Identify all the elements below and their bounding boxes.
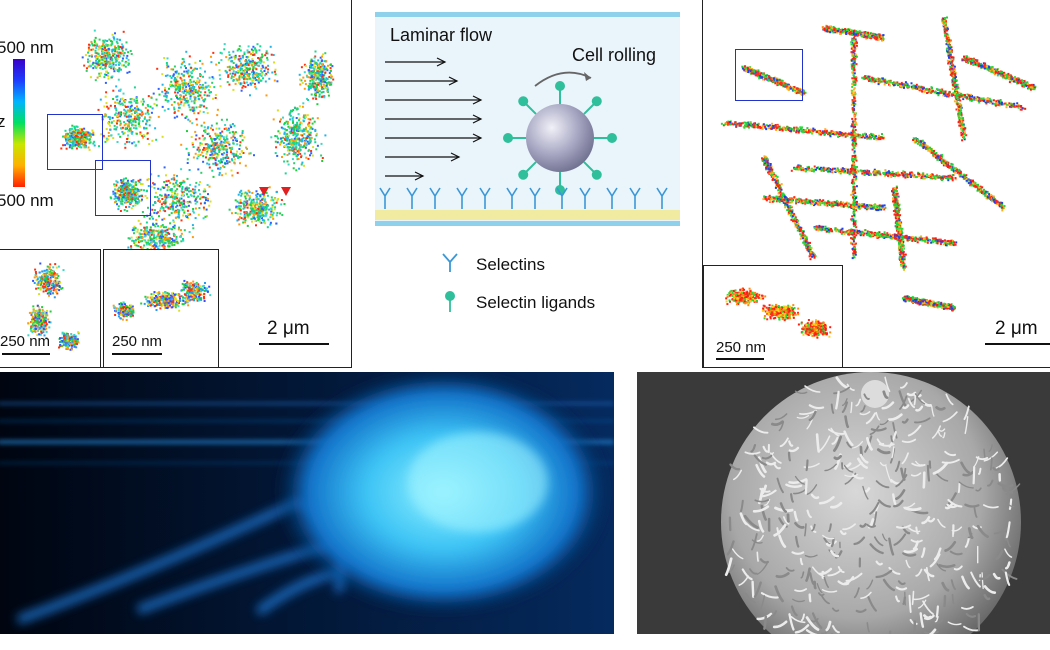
legend-selectins-label: Selectins xyxy=(476,255,545,274)
zoom-box-1 xyxy=(47,114,103,170)
inset-right-scale-label: 250 nm xyxy=(716,339,767,356)
inset-right: 250 nm xyxy=(703,265,843,367)
top-wall xyxy=(375,12,680,17)
selectin-row xyxy=(379,187,668,209)
inset-1: 250 nm xyxy=(0,249,101,367)
inset-2: 250 nm xyxy=(103,249,219,367)
colorbar-top-label: 500 nm xyxy=(0,38,54,57)
sem-cell-image xyxy=(637,372,1050,634)
laminar-flow-label: Laminar flow xyxy=(390,25,493,45)
chamber-background xyxy=(375,14,680,226)
flow-arrows xyxy=(385,57,483,181)
zoom-box-2 xyxy=(95,160,151,216)
flow-chamber xyxy=(375,12,680,312)
laminar-flow-diagram: Laminar flow Cell rolling Selectins Sele… xyxy=(355,0,700,368)
inset-1-scale-label: 250 nm xyxy=(0,333,51,350)
zoom-box-right xyxy=(735,49,803,101)
inset-right-scale-bar xyxy=(716,358,764,360)
main-scale-label-right: 2 μm xyxy=(995,318,1038,339)
inset-1-scale-bar xyxy=(2,353,50,355)
storm-image-left: 500 nm z 500 nm 250 nm 250 nm 2 μm xyxy=(0,0,352,368)
fluorescence-micrograph xyxy=(0,372,614,634)
cell-sphere xyxy=(526,104,594,172)
red-arrow-icon xyxy=(259,187,291,196)
storm-image-right: 250 nm 2 μm xyxy=(702,0,1050,368)
ligand-legend-icon xyxy=(445,291,455,312)
main-scale-label-left: 2 μm xyxy=(267,318,310,339)
inset-2-scale-bar xyxy=(112,353,162,355)
z-colorbar xyxy=(13,59,25,187)
colorbar-axis-label: z xyxy=(0,113,6,130)
selectin-ligands xyxy=(503,81,617,195)
inset-2-scale-label: 250 nm xyxy=(112,333,163,350)
main-scale-bar-right xyxy=(985,343,1050,345)
inset-right-scatter xyxy=(725,287,832,339)
cell-rolling-label: Cell rolling xyxy=(572,45,657,65)
colorbar-bottom-label: 500 nm xyxy=(0,191,54,210)
selectin-legend-icon xyxy=(442,253,458,272)
fluorescence-cell-image xyxy=(0,372,614,634)
substrate-layer xyxy=(375,210,680,220)
bottom-wall xyxy=(375,221,680,226)
main-scale-bar-left xyxy=(259,343,329,345)
electron-micrograph xyxy=(637,372,1050,634)
inset-1-scatter xyxy=(27,262,80,351)
storm-scatter-right xyxy=(720,16,1037,312)
sem-bleb xyxy=(861,380,889,408)
inset-2-scatter xyxy=(112,279,212,321)
legend-ligands-label: Selectin ligands xyxy=(476,293,596,312)
sem-cell-body xyxy=(721,372,1021,634)
microvilli xyxy=(724,376,1021,634)
